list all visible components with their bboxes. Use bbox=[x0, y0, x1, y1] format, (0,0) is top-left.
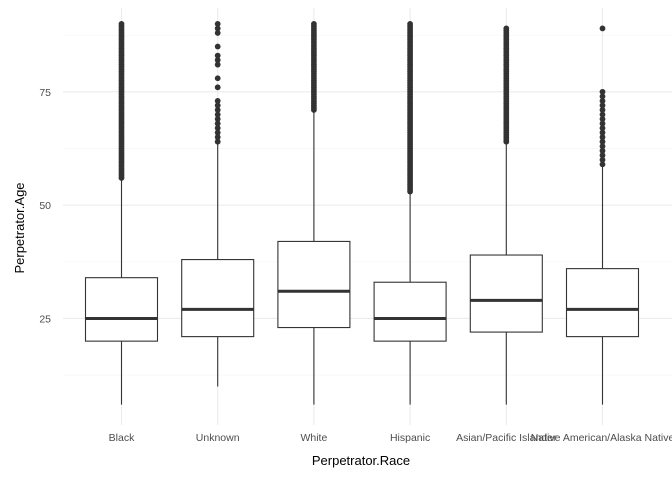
outlier-5-12 bbox=[599, 107, 606, 113]
outlier-5-13 bbox=[599, 102, 606, 109]
box-group-1 bbox=[181, 20, 255, 387]
x-tick-label-4: Asian/Pacific Islander bbox=[456, 432, 557, 444]
outlier-2-38 bbox=[311, 20, 317, 27]
outlier-1-3 bbox=[214, 125, 221, 132]
x-tick-label-1: Unknown bbox=[196, 432, 240, 444]
box-5 bbox=[565, 268, 640, 338]
outlier-5-0 bbox=[599, 161, 606, 168]
box-0 bbox=[84, 277, 159, 342]
outlier-1-17 bbox=[214, 25, 221, 32]
outlier-1-5 bbox=[214, 116, 221, 122]
outlier-5-4 bbox=[599, 143, 606, 150]
y-tick-labels: 25 50 75 bbox=[39, 87, 51, 326]
box-group-3 bbox=[373, 20, 447, 405]
outlier-5-5 bbox=[599, 138, 606, 145]
outlier-5-2 bbox=[599, 152, 606, 159]
outlier-1-6 bbox=[214, 111, 221, 118]
outlier-1-8 bbox=[214, 102, 221, 109]
outlier-5-6 bbox=[599, 134, 606, 141]
outlier-1-2 bbox=[214, 129, 221, 136]
x-tick-label-5: Native American/Alaska Native bbox=[531, 432, 672, 444]
box-4 bbox=[469, 254, 543, 333]
outlier-5-9 bbox=[599, 120, 606, 127]
outlier-1-11 bbox=[214, 75, 221, 82]
box-group-0 bbox=[84, 20, 159, 405]
y-tick-label-1: 50 bbox=[39, 200, 51, 212]
outlier-1-1 bbox=[214, 134, 221, 141]
x-axis-title: Perpetrator.Race bbox=[312, 453, 410, 468]
outlier-1-18 bbox=[214, 20, 221, 27]
x-tick-labels: Black Unknown White Hispanic Asian/Pacific I… bbox=[109, 432, 672, 444]
outlier-1-14 bbox=[214, 52, 221, 59]
outlier-1-10 bbox=[214, 84, 221, 91]
x-tick-label-3: Hispanic bbox=[390, 432, 430, 444]
outlier-1-13 bbox=[214, 57, 221, 64]
outlier-5-14 bbox=[599, 98, 606, 104]
outlier-1-9 bbox=[214, 98, 221, 104]
outlier-5-10 bbox=[599, 116, 606, 122]
outlier-4-50 bbox=[503, 25, 510, 32]
box-1 bbox=[181, 259, 255, 338]
box-group-2 bbox=[277, 20, 351, 405]
x-tick-label-2: White bbox=[300, 432, 327, 444]
outlier-1-4 bbox=[214, 120, 221, 127]
grid bbox=[63, 8, 672, 425]
outlier-5-8 bbox=[599, 125, 606, 132]
box-3 bbox=[373, 281, 447, 342]
outlier-5-11 bbox=[599, 111, 606, 118]
outlier-5-17 bbox=[599, 25, 606, 32]
outlier-1-0 bbox=[214, 138, 221, 145]
y-tick-label-2: 75 bbox=[39, 87, 51, 99]
y-axis-title: Perpetrator.Age bbox=[12, 182, 27, 273]
outlier-0-68 bbox=[118, 20, 125, 27]
outlier-5-1 bbox=[599, 156, 606, 163]
boxes bbox=[84, 20, 640, 405]
y-tick-label-0: 25 bbox=[39, 313, 51, 325]
outlier-1-12 bbox=[214, 61, 221, 68]
outlier-5-15 bbox=[599, 93, 606, 100]
outlier-1-7 bbox=[214, 107, 221, 113]
box-group-4 bbox=[469, 25, 543, 405]
outlier-5-16 bbox=[599, 88, 606, 95]
outlier-5-3 bbox=[599, 147, 606, 154]
outlier-5-7 bbox=[599, 129, 606, 136]
x-tick-label-0: Black bbox=[109, 432, 135, 444]
box-2 bbox=[277, 240, 351, 329]
outlier-1-15 bbox=[214, 43, 221, 50]
outlier-1-16 bbox=[214, 30, 221, 36]
outlier-3-74 bbox=[407, 20, 413, 27]
box-group-5 bbox=[565, 25, 640, 405]
